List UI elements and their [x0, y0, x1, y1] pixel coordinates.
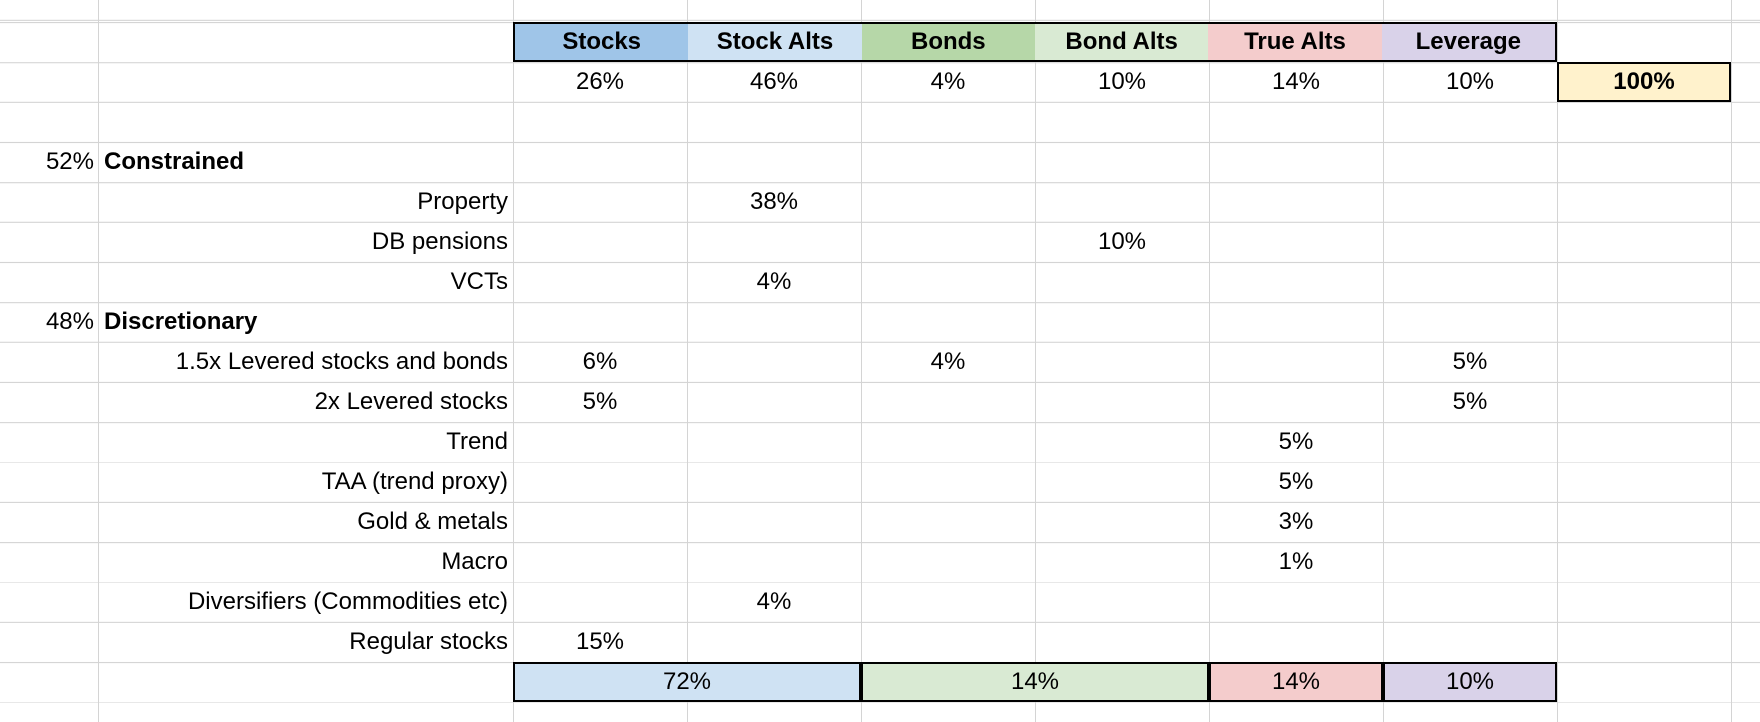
cell-row-label-diversifiers[interactable]: Diversifiers (Commodities etc)	[187, 588, 508, 615]
column-header-true-alts[interactable]: True Alts	[1208, 24, 1382, 60]
cell-row-label-db-pensions[interactable]: DB pensions	[371, 228, 508, 255]
cell-row-label-trend[interactable]: Trend	[446, 428, 508, 455]
column-header-stock-alts[interactable]: Stock Alts	[688, 24, 862, 60]
cell-group-name-constrained[interactable]: Constrained	[104, 148, 245, 175]
cell-regular-stocks-stocks[interactable]: 15%	[575, 628, 625, 655]
cell-group-pct-discretionary[interactable]: 48%	[45, 308, 94, 335]
cell-row-label-property[interactable]: Property	[417, 188, 508, 215]
cell-row-label-2x-levered[interactable]: 2x Levered stocks	[314, 388, 508, 415]
cell-col-total-leverage[interactable]: 10%	[1445, 68, 1495, 95]
cell-row-label-vcts[interactable]: VCTs	[450, 268, 508, 295]
cell-group-name-discretionary[interactable]: Discretionary	[104, 308, 258, 335]
cell-db-pensions-bond-alts[interactable]: 10%	[1097, 228, 1147, 255]
gridlines-vertical	[513, 0, 1760, 722]
cell-bottom-total-true-alts[interactable]: 14%	[1209, 662, 1383, 702]
cell-macro-true-alts[interactable]: 1%	[1278, 548, 1314, 575]
cell-col-total-bonds[interactable]: 4%	[930, 68, 966, 95]
cell-row-label-taa[interactable]: TAA (trend proxy)	[321, 468, 508, 495]
cell-grand-total[interactable]: 100%	[1557, 62, 1731, 102]
gridline-group-column	[98, 0, 99, 722]
allocation-header-row: Stocks Stock Alts Bonds Bond Alts True A…	[513, 22, 1557, 62]
cell-diversifiers-stock-alts[interactable]: 4%	[756, 588, 792, 615]
cell-group-pct-constrained[interactable]: 52%	[45, 148, 94, 175]
cell-row-label-1-5x-levered[interactable]: 1.5x Levered stocks and bonds	[175, 348, 508, 375]
cell-row-label-regular-stocks[interactable]: Regular stocks	[349, 628, 508, 655]
column-header-stocks[interactable]: Stocks	[515, 24, 689, 60]
cell-col-total-stock-alts[interactable]: 46%	[749, 68, 799, 95]
cell-1-5x-stocks[interactable]: 6%	[582, 348, 618, 375]
cell-bottom-total-leverage[interactable]: 10%	[1383, 662, 1557, 702]
column-header-leverage[interactable]: Leverage	[1381, 24, 1555, 60]
cell-row-label-gold-metals[interactable]: Gold & metals	[357, 508, 508, 535]
cell-bottom-total-bonds-combined[interactable]: 14%	[861, 662, 1209, 702]
column-header-bond-alts[interactable]: Bond Alts	[1034, 24, 1209, 60]
cell-col-total-bond-alts[interactable]: 10%	[1097, 68, 1147, 95]
cell-gold-true-alts[interactable]: 3%	[1278, 508, 1314, 535]
cell-taa-true-alts[interactable]: 5%	[1278, 468, 1314, 495]
column-header-bonds[interactable]: Bonds	[861, 24, 1035, 60]
cell-row-label-macro[interactable]: Macro	[441, 548, 508, 575]
cell-2x-leverage[interactable]: 5%	[1452, 388, 1488, 415]
cell-col-total-stocks[interactable]: 26%	[575, 68, 625, 95]
cell-1-5x-bonds[interactable]: 4%	[930, 348, 966, 375]
cell-2x-stocks[interactable]: 5%	[582, 388, 618, 415]
cell-bottom-total-stocks-combined[interactable]: 72%	[513, 662, 861, 702]
cell-trend-true-alts[interactable]: 5%	[1278, 428, 1314, 455]
cell-property-stock-alts[interactable]: 38%	[749, 188, 799, 215]
cell-1-5x-leverage[interactable]: 5%	[1452, 348, 1488, 375]
cell-col-total-true-alts[interactable]: 14%	[1271, 68, 1321, 95]
cell-vcts-stock-alts[interactable]: 4%	[756, 268, 792, 295]
